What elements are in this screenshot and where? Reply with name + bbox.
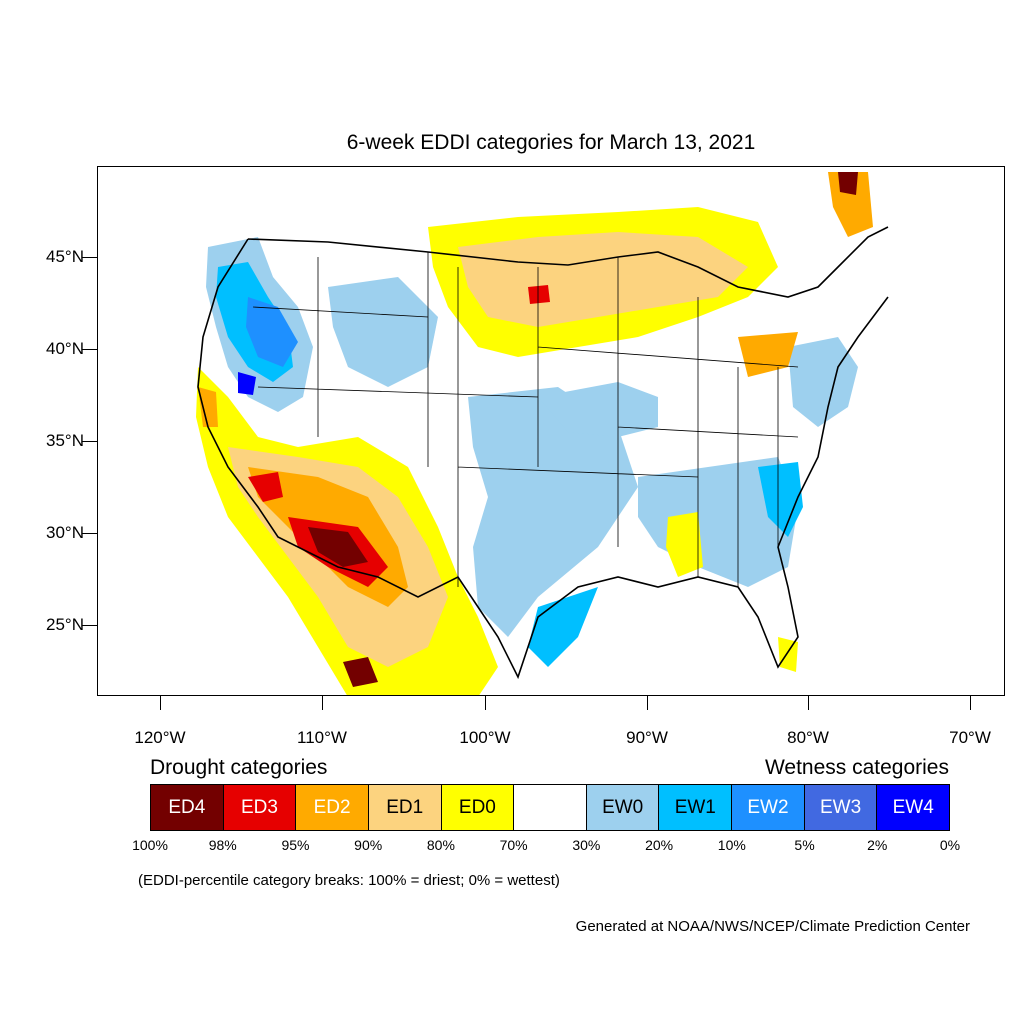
legend-cell-ed0: ED0 (441, 785, 515, 830)
lat-label-40: 40°N (46, 339, 84, 358)
legend-break-label: 5% (794, 837, 815, 853)
lat-label-35: 35°N (46, 431, 84, 450)
category-break-note: (EDDI-percentile category breaks: 100% =… (138, 872, 560, 889)
legend-break-label: 20% (645, 837, 674, 853)
drought-region-northeast-corner (828, 172, 873, 237)
lon-tick-100 (485, 696, 486, 710)
legend-break-label: 10% (717, 837, 746, 853)
legend-cell-ew2: EW2 (732, 785, 805, 830)
legend-cell-ed3: ED3 (223, 785, 297, 830)
lon-label-120: 120°W (134, 728, 186, 747)
lat-label-25: 25°N (46, 615, 84, 634)
lat-label-45: 45°N (46, 247, 84, 266)
drought-categories-heading: Drought categories (150, 756, 328, 779)
drought-region-southwest-ed4 (308, 527, 368, 567)
legend-break-label: 70% (499, 837, 528, 853)
wet-region-northeast (788, 337, 858, 427)
lon-label-100: 100°W (459, 728, 511, 747)
wet-region-northwest-ew4 (238, 372, 256, 395)
wet-region-midwest (538, 382, 658, 437)
wet-region-gulf-coast (528, 587, 598, 667)
drought-region-southwest-ed4b (343, 657, 378, 687)
lat-tick-25 (82, 625, 97, 626)
legend-cell-normal (514, 785, 587, 830)
us-outline (197, 226, 889, 680)
lon-tick-70 (970, 696, 971, 710)
lon-label-70: 70°W (949, 728, 991, 747)
lon-label-80: 80°W (787, 728, 829, 747)
state-borders (252, 252, 799, 587)
lon-tick-120 (160, 696, 161, 710)
category-legend-bar: ED4 ED3 ED2 ED1 ED0 EW0 EW1 EW2 EW3 EW4 (150, 784, 950, 831)
lat-tick-35 (82, 441, 97, 442)
wetness-categories-heading: Wetness categories (764, 756, 949, 779)
lon-tick-80 (808, 696, 809, 710)
lat-tick-45 (82, 257, 97, 258)
legend-break-label: 2% (867, 837, 888, 853)
legend-cell-ed1: ED1 (368, 785, 442, 830)
drought-region-north-ed3 (528, 285, 550, 304)
legend-break-label: 30% (572, 837, 601, 853)
credit-line: Generated at NOAA/NWS/NCEP/Climate Predi… (575, 918, 970, 935)
legend-cell-ew1: EW1 (659, 785, 733, 830)
lat-tick-40 (82, 349, 97, 350)
map-title: 6-week EDDI categories for March 13, 202… (346, 131, 756, 154)
legend-break-label: 0% (939, 837, 961, 853)
drought-region-southeast-pocket (666, 512, 703, 577)
drought-region-northeast-ed4 (838, 172, 858, 195)
legend-cell-ew4: EW4 (877, 785, 950, 830)
lat-label-30: 30°N (46, 523, 84, 542)
drought-region-california (198, 387, 218, 427)
wet-region-gulf (468, 387, 638, 637)
lon-label-110: 110°W (297, 728, 347, 747)
legend-cell-ew0: EW0 (586, 785, 660, 830)
lon-tick-110 (322, 696, 323, 710)
wet-region-southeast-ew1 (758, 462, 803, 537)
legend-break-label: 90% (354, 837, 383, 853)
eddi-map (97, 166, 1005, 696)
legend-cell-ew3: EW3 (804, 785, 878, 830)
legend-break-label: 80% (426, 837, 455, 853)
legend-break-label: 95% (281, 837, 310, 853)
legend-break-label: 100% (132, 837, 168, 853)
drought-region-southwest-ed3 (248, 472, 283, 502)
lat-tick-30 (82, 533, 97, 534)
lon-label-90: 90°W (626, 728, 668, 747)
wet-region-northwest-ew2 (246, 297, 298, 367)
legend-cell-ed4: ED4 (151, 785, 224, 830)
lon-tick-90 (647, 696, 648, 710)
legend-break-label: 98% (208, 837, 237, 853)
wet-region-rockies (328, 277, 438, 387)
legend-cell-ed2: ED2 (296, 785, 369, 830)
map-canvas (193, 172, 889, 695)
